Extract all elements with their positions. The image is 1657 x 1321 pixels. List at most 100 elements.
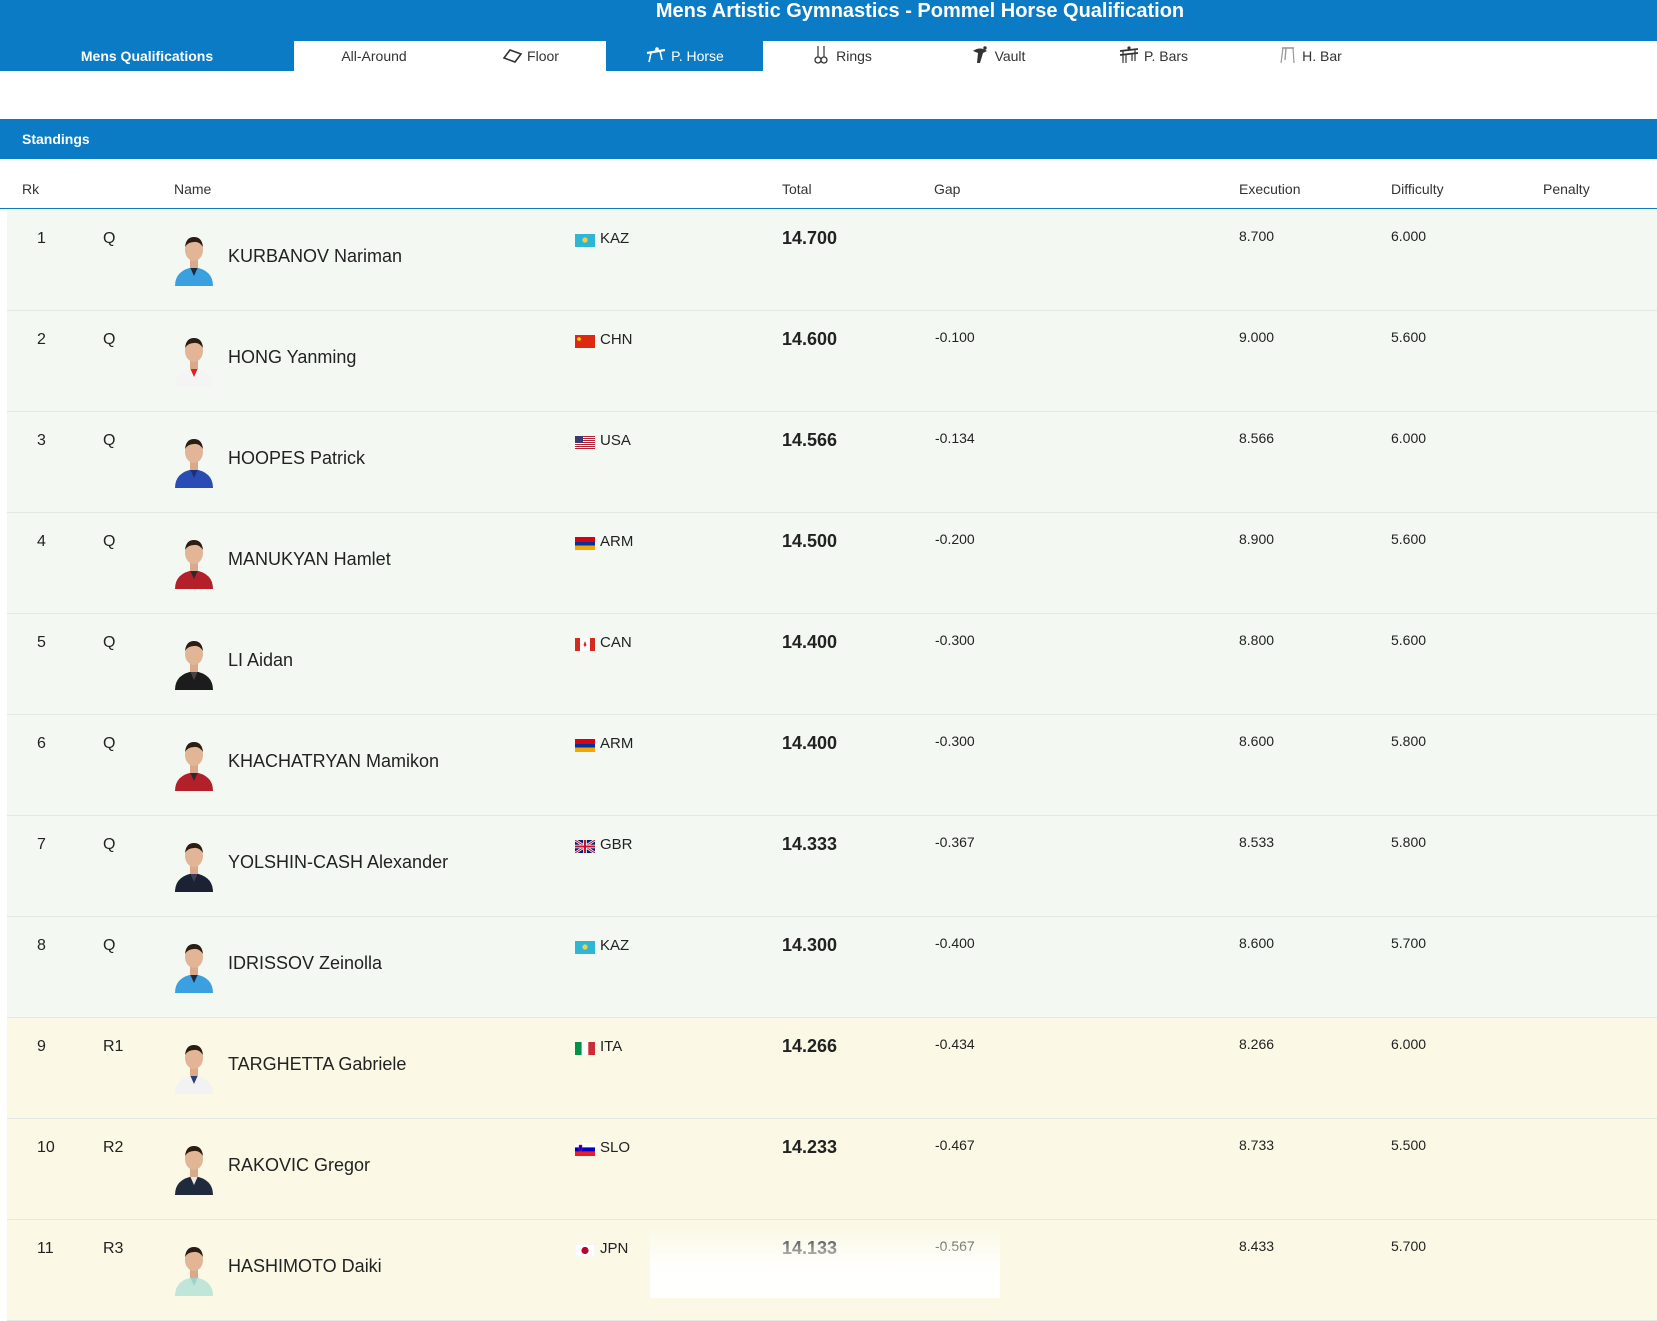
athlete-name[interactable]: RAKOVIC Gregor: [228, 1155, 371, 1175]
rank: 9: [37, 1038, 46, 1055]
execution-score: 8.900: [1239, 531, 1275, 547]
column-header-difficulty[interactable]: Difficulty: [1391, 181, 1444, 197]
table-row[interactable]: 1 Q KURBANOV Nariman KAZ 14.700 8.700 6.000: [7, 210, 1657, 311]
rank: 11: [37, 1240, 54, 1257]
qualification-status: Q: [103, 230, 116, 247]
country-code: CHN: [600, 331, 633, 348]
tab-label: Vault: [994, 48, 1026, 64]
gap-score: -0.100: [935, 329, 975, 345]
total-score: 14.700: [782, 228, 838, 248]
table-row[interactable]: 2 Q HONG Yanming CHN 14.600 -0.100 9.000 5.600: [7, 311, 1657, 412]
athlete-photo: [173, 937, 215, 993]
column-header-name[interactable]: Name: [174, 181, 212, 197]
rank: 6: [37, 735, 46, 752]
country-flag-icon: [575, 436, 595, 449]
country-code: KAZ: [600, 937, 630, 954]
tab-label: Rings: [836, 48, 872, 64]
execution-score: 8.266: [1239, 1036, 1275, 1052]
qualification-status: Q: [103, 432, 116, 449]
column-header-gap[interactable]: Gap: [934, 181, 961, 197]
gap-score: -0.300: [935, 733, 975, 749]
standings-title: Standings: [22, 131, 90, 147]
athlete-name[interactable]: LI Aidan: [228, 650, 294, 670]
difficulty-score: 5.700: [1391, 935, 1427, 951]
athlete-photo: [173, 1139, 215, 1195]
tab-vault[interactable]: Vault: [919, 41, 1075, 71]
athlete-name[interactable]: HASHIMOTO Daiki: [228, 1256, 382, 1276]
rank: 1: [37, 230, 46, 247]
tab-rings[interactable]: Rings: [763, 41, 919, 71]
athlete-photo: [173, 634, 215, 690]
column-header-total[interactable]: Total: [782, 181, 812, 197]
country-flag-icon: [575, 537, 595, 550]
gap-score: -0.300: [935, 632, 975, 648]
tab-floor[interactable]: Floor: [454, 41, 606, 71]
pommel-horse-icon: [645, 46, 667, 67]
country-code: JPN: [600, 1240, 629, 1257]
difficulty-score: 5.800: [1391, 733, 1427, 749]
gap-score: -0.134: [935, 430, 975, 446]
tab-pommel-horse[interactable]: P. Horse: [606, 41, 763, 71]
country-flag-icon: [574, 838, 596, 855]
tab-label: Floor: [527, 48, 559, 64]
athlete-name[interactable]: MANUKYAN Hamlet: [228, 549, 391, 569]
total-score: 14.233: [782, 1137, 838, 1157]
table-header: Rk Name Total Gap Execution Difficulty P…: [0, 170, 1657, 209]
athlete-name[interactable]: IDRISSOV Zeinolla: [228, 953, 383, 973]
qualification-status: Q: [103, 836, 116, 853]
tab-mens-qualifications[interactable]: Mens Qualifications: [0, 41, 294, 71]
country-code: ARM: [600, 533, 634, 550]
difficulty-score: 5.500: [1391, 1137, 1427, 1153]
gap-score: -0.367: [935, 834, 975, 850]
column-header-execution[interactable]: Execution: [1239, 181, 1301, 197]
difficulty-score: 6.000: [1391, 430, 1427, 446]
table-row[interactable]: 7 Q YOLSHIN-CASH Alexander GBR 14.333 -0.367 8…: [7, 816, 1657, 917]
country-flag-icon: [575, 739, 595, 752]
rank: 5: [37, 634, 46, 651]
athlete-name[interactable]: HOOPES Patrick: [228, 448, 366, 468]
table-row[interactable]: 10 R2 RAKOVIC Gregor SLO 14.233 -0.467 8.733 5.…: [7, 1119, 1657, 1220]
athlete-name[interactable]: TARGHETTA Gabriele: [228, 1054, 407, 1074]
table-row[interactable]: 9 R1 TARGHETTA Gabriele ITA 14.266 -0.434 8.26…: [7, 1018, 1657, 1119]
qualification-status: R3: [103, 1240, 124, 1257]
qualification-status: Q: [103, 634, 116, 651]
column-header-rank[interactable]: Rk: [22, 181, 40, 197]
execution-score: 9.000: [1239, 329, 1275, 345]
total-score: 14.266: [782, 1036, 838, 1056]
difficulty-score: 6.000: [1391, 1036, 1427, 1052]
athlete-photo: [173, 735, 215, 791]
table-row[interactable]: 3 Q HOOPES Patrick USA 14.566 -0.134 8.566 6.00…: [7, 412, 1657, 513]
athlete-name[interactable]: HONG Yanming: [228, 347, 357, 367]
tab-parallel-bars[interactable]: P. Bars: [1075, 41, 1231, 71]
difficulty-score: 6.000: [1391, 228, 1427, 244]
tab-high-bar[interactable]: H. Bar: [1231, 41, 1387, 71]
blurred-overlay: [650, 1228, 1000, 1298]
execution-score: 8.533: [1239, 834, 1275, 850]
country-code: USA: [600, 432, 631, 449]
table-row[interactable]: 4 Q MANUKYAN Hamlet ARM 14.500 -0.200 8.900 5.6…: [7, 513, 1657, 614]
tab-all-around[interactable]: All-Around: [294, 41, 454, 71]
execution-score: 8.600: [1239, 935, 1275, 951]
difficulty-score: 5.600: [1391, 632, 1427, 648]
rank: 10: [37, 1139, 55, 1156]
rank: 8: [37, 937, 46, 954]
table-row[interactable]: 6 Q KHACHATRYAN Mamikon ARM 14.400 -0.300 8.60…: [7, 715, 1657, 816]
country-flag-icon: [575, 1143, 595, 1156]
execution-score: 8.700: [1239, 228, 1275, 244]
athlete-name[interactable]: KURBANOV Nariman: [228, 246, 403, 266]
difficulty-score: 5.600: [1391, 531, 1427, 547]
vault-icon: [969, 45, 991, 67]
athlete-name[interactable]: YOLSHIN-CASH Alexander: [228, 852, 449, 872]
execution-score: 8.600: [1239, 733, 1275, 749]
qualification-status: Q: [103, 533, 116, 550]
table-row[interactable]: 8 Q IDRISSOV Zeinolla KAZ 14.300 -0.400 8.600 5…: [7, 917, 1657, 1018]
column-header-penalty[interactable]: Penalty: [1543, 181, 1590, 197]
table-row[interactable]: 5 Q LI Aidan CAN 14.400 -0.300 8.800 5.600: [7, 614, 1657, 715]
gap-score: -0.200: [935, 531, 975, 547]
athlete-name[interactable]: KHACHATRYAN Mamikon: [228, 751, 440, 771]
athlete-photo: [173, 1240, 215, 1296]
qualification-status: Q: [103, 735, 116, 752]
athlete-photo: [173, 432, 215, 488]
standings-header: Standings: [0, 119, 1657, 159]
floor-icon: [501, 46, 523, 67]
